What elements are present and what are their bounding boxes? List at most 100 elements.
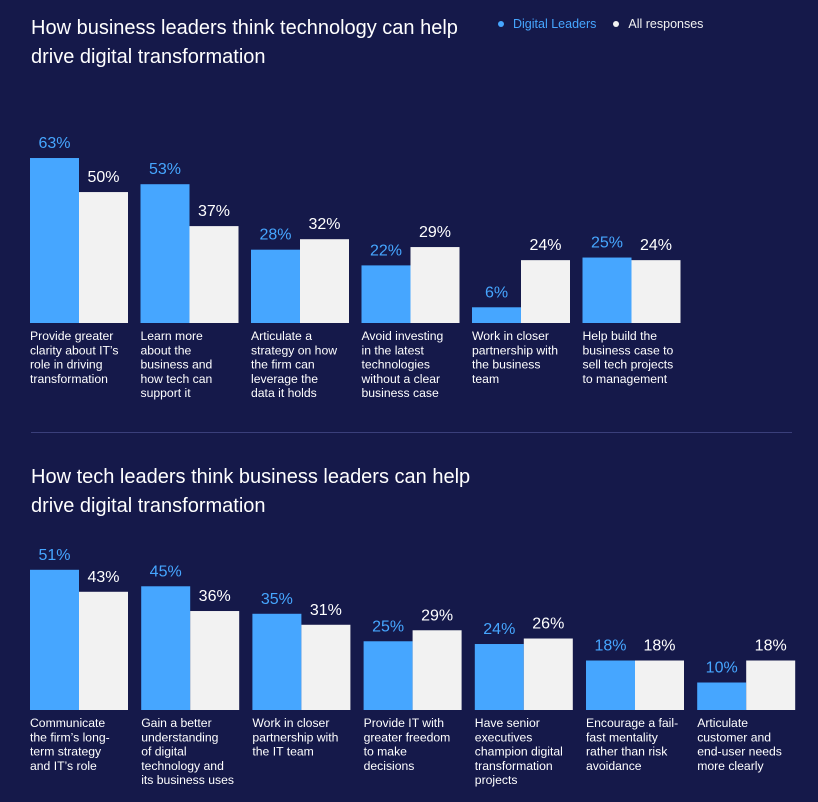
section-divider bbox=[31, 432, 792, 433]
data-label-digital-leaders: 28% bbox=[259, 227, 291, 244]
category-label-line: Encourage a fail- bbox=[586, 716, 678, 730]
category-label-line: transformation bbox=[475, 759, 553, 773]
category-label-line: transformation bbox=[30, 372, 108, 386]
category-label-line: team bbox=[472, 372, 499, 386]
category-label-line: rather than risk bbox=[586, 745, 668, 759]
legend: Digital Leaders All responses bbox=[498, 17, 720, 31]
category-label-line: Work in closer bbox=[252, 716, 329, 730]
category-label-line: decisions bbox=[364, 759, 415, 773]
category-label-line: of digital bbox=[141, 745, 186, 759]
category-label: Gain a better understanding of digital tech… bbox=[141, 716, 234, 787]
bar-group: 45% 36% Gain a better understanding of digit… bbox=[141, 563, 240, 787]
category-label-line: its business uses bbox=[141, 773, 234, 787]
category-label: Provide greater clarity about IT’s role in… bbox=[30, 329, 119, 386]
category-label-line: fast mentality bbox=[586, 730, 659, 744]
category-label-line: Have senior bbox=[475, 716, 540, 730]
data-label-digital-leaders: 25% bbox=[372, 618, 404, 635]
legend-item-digital-leaders: Digital Leaders bbox=[498, 17, 596, 31]
data-label-digital-leaders: 22% bbox=[370, 242, 402, 259]
data-label-digital-leaders: 25% bbox=[591, 235, 623, 252]
category-label-line: leverage the bbox=[251, 372, 318, 386]
category-label-line: business and bbox=[141, 358, 213, 372]
chart-2-title: How tech leaders think business leaders … bbox=[31, 466, 471, 517]
data-label-all-responses: 32% bbox=[308, 216, 340, 233]
category-label-line: to make bbox=[364, 745, 408, 759]
category-label-line: end-user needs bbox=[697, 745, 782, 759]
data-label-digital-leaders: 6% bbox=[485, 284, 508, 301]
category-label-line: the firm’s long- bbox=[30, 730, 110, 744]
category-label: Encourage a fail-fast mentality rather th… bbox=[586, 716, 678, 773]
bar-all-responses bbox=[79, 591, 128, 710]
category-label-line: Work in closer bbox=[472, 329, 549, 343]
bar-digital-leaders bbox=[474, 644, 524, 710]
bar-digital-leaders bbox=[251, 249, 300, 323]
category-label-line: data it holds bbox=[251, 386, 317, 400]
bar-digital-leaders bbox=[361, 265, 411, 323]
bar-group: 18% 18% Encourage a fail-fast mentality rat… bbox=[586, 638, 684, 773]
data-label-all-responses: 37% bbox=[198, 203, 230, 220]
category-label-line: role in driving bbox=[30, 358, 102, 372]
data-label-digital-leaders: 51% bbox=[38, 547, 70, 564]
bar-group: 63% 50% Provide greater clarity about IT’s r… bbox=[30, 135, 128, 386]
category-label: Articulate a strategy on how the firm can l… bbox=[251, 329, 337, 400]
category-label-line: more clearly bbox=[697, 759, 764, 773]
data-label-digital-leaders: 53% bbox=[149, 161, 181, 178]
bar-all-responses bbox=[521, 260, 570, 323]
category-label: Provide IT with greater freedom to make dec… bbox=[364, 716, 451, 773]
category-label-line: strategy on how bbox=[251, 343, 337, 357]
bar-digital-leaders bbox=[697, 682, 747, 710]
category-label-line: Articulate a bbox=[251, 329, 312, 343]
category-label: Work in closer partnership with the IT tea… bbox=[252, 716, 338, 759]
data-label-digital-leaders: 18% bbox=[594, 638, 626, 655]
category-label-line: without a clear bbox=[361, 372, 441, 386]
bar-group: 25% 24% Help build the business case to sell… bbox=[582, 235, 681, 386]
category-label-line: sell tech projects bbox=[583, 358, 674, 372]
category-label-line: the IT team bbox=[252, 745, 313, 759]
data-label-digital-leaders: 35% bbox=[261, 591, 293, 608]
bar-digital-leaders bbox=[140, 184, 190, 323]
category-label-line: Avoid investing bbox=[362, 329, 444, 343]
bar-digital-leaders bbox=[586, 660, 635, 710]
data-label-all-responses: 24% bbox=[529, 237, 561, 254]
bar-group: 35% 31% Work in closer partnership with the … bbox=[252, 591, 351, 759]
legend-item-all-responses: All responses bbox=[613, 17, 703, 31]
data-label-all-responses: 18% bbox=[643, 638, 675, 655]
category-label-line: avoidance bbox=[586, 759, 642, 773]
category-label: Work in closer partnership with the busine… bbox=[472, 329, 558, 386]
legend-label-digital-leaders: Digital Leaders bbox=[513, 17, 597, 31]
bar-digital-leaders bbox=[30, 569, 79, 710]
category-label-line: Gain a better bbox=[141, 716, 211, 730]
category-label-line: understanding bbox=[141, 730, 218, 744]
bar-all-responses bbox=[300, 239, 349, 323]
category-label-line: business case to bbox=[583, 343, 674, 357]
legend-label-all-responses: All responses bbox=[628, 17, 704, 31]
category-label: Articulate customer and end-user needs more… bbox=[697, 716, 782, 773]
chart-2-plot: 51% 43% Communicate the firm’s long-term st… bbox=[30, 547, 796, 787]
bar-all-responses bbox=[631, 260, 681, 323]
category-label-line: technology and bbox=[141, 759, 224, 773]
legend-dot-digital-leaders bbox=[498, 21, 504, 27]
data-label-all-responses: 36% bbox=[199, 588, 231, 605]
category-label-line: and IT’s role bbox=[30, 759, 97, 773]
category-label-line: partnership with bbox=[472, 343, 558, 357]
category-label-line: how tech can bbox=[141, 372, 213, 386]
category-label: Have senior executives champion digital tra… bbox=[475, 716, 563, 787]
data-label-all-responses: 29% bbox=[421, 607, 453, 624]
category-label: Learn more about the business and how tech … bbox=[141, 329, 213, 400]
category-label-line: term strategy bbox=[30, 745, 102, 759]
chart-1-plot: 63% 50% Provide greater clarity about IT’s r… bbox=[30, 135, 681, 400]
category-label-line: Learn more bbox=[141, 329, 204, 343]
bar-group: 6% 24% Work in closer partnership with the b… bbox=[472, 237, 570, 386]
bar-group: 53% 37% Learn more about the business and how… bbox=[140, 161, 239, 400]
data-label-digital-leaders: 63% bbox=[38, 135, 70, 152]
category-label-line: business case bbox=[362, 386, 439, 400]
bar-all-responses bbox=[410, 247, 460, 323]
bar-digital-leaders bbox=[141, 586, 191, 710]
bar-all-responses bbox=[746, 660, 796, 710]
category-label-line: Help build the bbox=[583, 329, 658, 343]
category-label-line: Provide greater bbox=[30, 329, 113, 343]
category-label-line: the business bbox=[472, 358, 540, 372]
category-label: Help build the business case to sell tech … bbox=[583, 329, 674, 386]
category-label-line: technologies bbox=[362, 358, 430, 372]
